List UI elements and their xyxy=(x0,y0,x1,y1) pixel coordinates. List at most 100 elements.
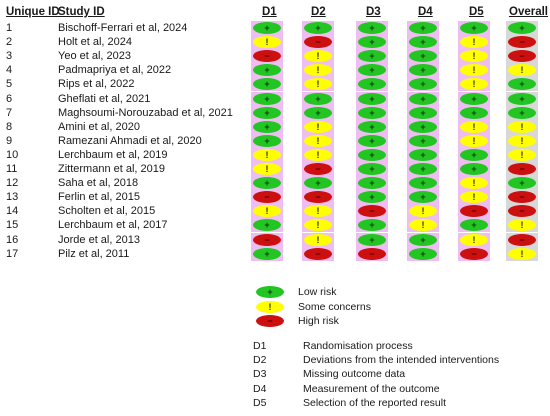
d5-some-icon: ! xyxy=(460,78,488,91)
d1-low-icon: + xyxy=(253,22,281,34)
legend-label: High risk xyxy=(298,315,339,327)
d1-low-icon: + xyxy=(253,134,281,147)
header-d1: D1 xyxy=(262,6,277,18)
d4-low-icon: + xyxy=(409,92,437,105)
d4-low-icon: + xyxy=(409,36,437,49)
table-row: 11 Zittermann et al, 2019! − + + + − xyxy=(0,162,550,176)
table-row: 4 Padmapriya et al, 2022 +! + +!! xyxy=(0,63,550,78)
d3-low-icon: + xyxy=(358,177,386,190)
domain-label: Missing outcome data xyxy=(303,368,406,381)
study-id: Lerchbaum et al, 2017 xyxy=(58,219,168,232)
d5-low-icon: + xyxy=(460,148,488,161)
unique-id: 12 xyxy=(6,177,19,190)
d1-some-icon: ! xyxy=(253,163,281,175)
d2-low-icon: + xyxy=(304,22,332,34)
d2-some-icon: ! xyxy=(304,64,332,77)
overall-some-icon: ! xyxy=(508,148,536,161)
unique-id: 4 xyxy=(6,64,13,77)
d1-low-icon: + xyxy=(253,92,281,105)
overall-low-icon: + xyxy=(508,92,536,105)
d2-high-icon: − xyxy=(304,191,332,204)
overall-some-icon: ! xyxy=(508,219,536,232)
d4-some-icon: ! xyxy=(409,205,437,218)
header-d2: D2 xyxy=(311,6,326,18)
d3-low-icon: + xyxy=(358,78,386,91)
d4-low-icon: + xyxy=(409,191,437,204)
d2-high-icon: − xyxy=(304,247,332,260)
d4-low-icon: + xyxy=(409,50,437,63)
table-row: 6 Gheflati et al, 2021 + + + + + + xyxy=(0,91,550,106)
overall-high-icon: − xyxy=(508,50,536,63)
unique-id: 7 xyxy=(6,106,13,119)
header-overall: Overall xyxy=(509,6,548,18)
study-id: Scholten et al, 2015 xyxy=(58,205,156,218)
d5-some-icon: ! xyxy=(460,177,488,190)
table-row: 10 Lerchbaum et al, 2019!! + + +! xyxy=(0,147,550,162)
d4-low-icon: + xyxy=(409,64,437,77)
overall-some-icon: ! xyxy=(508,64,536,77)
overall-high-icon: − xyxy=(508,205,536,218)
table-row: 7 Maghsoumi-Norouzabad et al, 2021 + + + + + + xyxy=(0,105,550,120)
d2-some-icon: ! xyxy=(304,50,332,63)
overall-high-icon: − xyxy=(508,191,536,204)
d5-low-icon: + xyxy=(460,22,488,34)
header-unique-id: Unique ID xyxy=(6,6,60,18)
unique-id: 5 xyxy=(6,78,13,91)
study-id: Lerchbaum et al, 2019 xyxy=(58,148,168,161)
overall-some-icon: ! xyxy=(508,120,536,133)
table-row: 8 Amini et al, 2020 +! + +!! xyxy=(0,119,550,134)
d4-low-icon: + xyxy=(409,120,437,133)
d5-some-icon: ! xyxy=(460,233,488,246)
unique-id: 9 xyxy=(6,134,13,147)
d4-low-icon: + xyxy=(409,163,437,175)
d1-low-icon: + xyxy=(253,177,281,190)
d3-low-icon: + xyxy=(358,148,386,161)
d3-high-icon: − xyxy=(358,205,386,218)
table-row: 14 Scholten et al, 2015!! −! − − xyxy=(0,204,550,219)
d1-low-icon: + xyxy=(253,64,281,77)
d3-low-icon: + xyxy=(358,120,386,133)
d2-some-icon: ! xyxy=(304,219,332,232)
d4-low-icon: + xyxy=(409,247,437,260)
d4-low-icon: + xyxy=(409,106,437,119)
d2-low-icon: + xyxy=(304,177,332,190)
study-id: Amini et al, 2020 xyxy=(58,120,140,133)
unique-id: 8 xyxy=(6,120,13,133)
d5-some-icon: ! xyxy=(460,120,488,133)
header-d4: D4 xyxy=(418,6,433,18)
domain-code: D2 xyxy=(253,354,267,367)
study-id: Zittermann et al, 2019 xyxy=(58,163,166,175)
d4-low-icon: + xyxy=(409,148,437,161)
d3-low-icon: + xyxy=(358,64,386,77)
d5-high-icon: − xyxy=(460,205,488,218)
d1-high-icon: − xyxy=(253,191,281,204)
d1-low-icon: + xyxy=(253,78,281,91)
table-row: 17 Pilz et al, 2011 + − − + −! xyxy=(0,246,550,261)
d2-some-icon: ! xyxy=(304,134,332,147)
table-row: 12 Saha et al, 2018 + + + +! + xyxy=(0,176,550,191)
table-row: 5 Rips et al, 2022 +! + +! + xyxy=(0,77,550,92)
d2-high-icon: − xyxy=(304,36,332,49)
study-id: Ferlin et al, 2015 xyxy=(58,191,140,204)
d1-low-icon: + xyxy=(253,247,281,260)
d4-low-icon: + xyxy=(409,22,437,34)
table-row: 9 Ramezani Ahmadi et al, 2020 +! + +!! xyxy=(0,133,550,148)
header-study-id: Study ID xyxy=(58,6,105,18)
d4-some-icon: ! xyxy=(409,219,437,232)
d3-low-icon: + xyxy=(358,106,386,119)
d5-some-icon: ! xyxy=(460,50,488,63)
header-d5: D5 xyxy=(469,6,484,18)
legend-high-icon: − xyxy=(256,315,284,327)
d3-low-icon: + xyxy=(358,134,386,147)
overall-low-icon: + xyxy=(508,22,536,34)
d3-low-icon: + xyxy=(358,163,386,175)
d1-low-icon: + xyxy=(253,219,281,232)
unique-id: 1 xyxy=(6,22,13,34)
table-row: 15 Lerchbaum et al, 2017 +! +! +! xyxy=(0,218,550,233)
study-id: Pilz et al, 2011 xyxy=(58,247,130,260)
table-row: 2 Holt et al, 2024! − + +! − xyxy=(0,35,550,50)
unique-id: 15 xyxy=(6,219,19,232)
d2-low-icon: + xyxy=(304,106,332,119)
d5-some-icon: ! xyxy=(460,134,488,147)
unique-id: 3 xyxy=(6,50,13,63)
